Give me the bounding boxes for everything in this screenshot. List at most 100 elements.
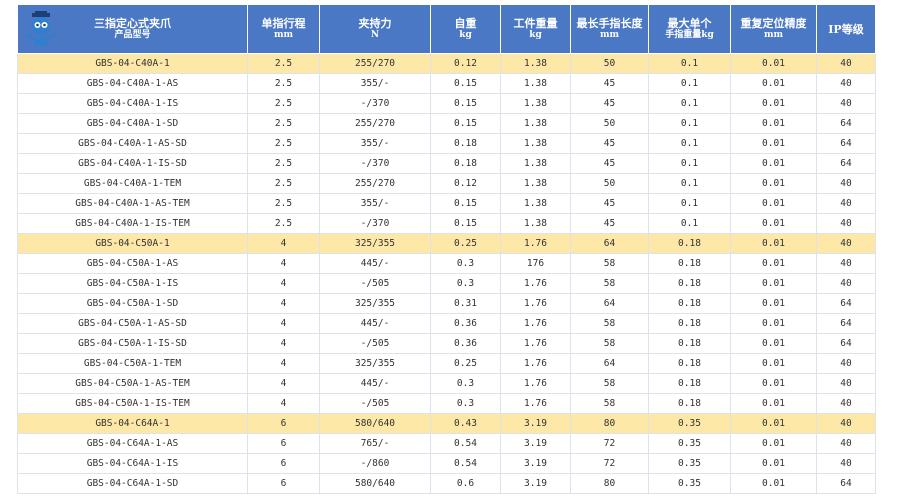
- col-workpiece-weight-header: 工件重量 kg: [500, 4, 571, 54]
- col-finger-weight-cell: 0.1: [648, 133, 731, 154]
- header-unit: kg: [459, 30, 472, 40]
- col-repeatability-cell: 0.01: [730, 213, 817, 234]
- col-finger-weight-cell: 0.35: [648, 413, 731, 434]
- col-self-weight-cell: 0.15: [430, 193, 501, 214]
- col-workpiece-weight-cell: 1.76: [500, 293, 571, 314]
- col-model-cell: GBS-04-C50A-1-AS: [17, 253, 248, 274]
- col-grip-force-cell: 325/355: [319, 293, 431, 314]
- col-stroke-cell: 4: [247, 253, 320, 274]
- col-finger-length-cell: 58: [570, 253, 649, 274]
- header-unit: 手指重量kg: [665, 30, 714, 40]
- col-finger-weight-cell: 0.18: [648, 333, 731, 354]
- col-self-weight-cell: 0.15: [430, 113, 501, 134]
- col-ip-rating-cell: 40: [816, 173, 876, 194]
- header-title: 自重: [454, 17, 477, 30]
- col-repeatability-cell: 0.01: [730, 273, 817, 294]
- col-grip-force-cell: -/505: [319, 273, 431, 294]
- col-grip-force-cell: 325/355: [319, 353, 431, 374]
- robot-mascot-icon: [26, 11, 56, 45]
- col-grip-force-cell: -/860: [319, 453, 431, 474]
- col-finger-weight-cell: 0.1: [648, 213, 731, 234]
- col-finger-length-cell: 80: [570, 413, 649, 434]
- col-stroke-cell: 4: [247, 393, 320, 414]
- col-workpiece-weight-cell: 3.19: [500, 413, 571, 434]
- header-unit: mm: [763, 30, 784, 40]
- col-self-weight-cell: 0.36: [430, 333, 501, 354]
- col-grip-force-cell: 580/640: [319, 413, 431, 434]
- col-finger-weight-cell: 0.1: [648, 153, 731, 174]
- col-model-cell: GBS-04-C40A-1-AS-TEM: [17, 193, 248, 214]
- col-stroke-cell: 4: [247, 353, 320, 374]
- col-self-weight-cell: 0.25: [430, 233, 501, 254]
- col-ip-rating-cell: 40: [816, 253, 876, 274]
- col-finger-weight-cell: 0.18: [648, 373, 731, 394]
- col-self-weight-cell: 0.25: [430, 353, 501, 374]
- col-finger-length-cell: 50: [570, 173, 649, 194]
- col-model-cell: GBS-04-C50A-1-IS-TEM: [17, 393, 248, 414]
- table-row: GBS-04-C50A-1-IS 4 -/505 0.3 1.76 58 0.18 0.01 4…: [17, 273, 876, 294]
- col-stroke-cell: 4: [247, 293, 320, 314]
- table-row: GBS-04-C50A-1-IS-SD 4 -/505 0.36 1.76 58 0.18 0…: [17, 333, 876, 354]
- col-finger-weight-cell: 0.1: [648, 113, 731, 134]
- table-row: GBS-04-C50A-1-TEM 4 325/355 0.25 1.76 64 0.18 0…: [17, 353, 876, 374]
- col-workpiece-weight-cell: 1.38: [500, 193, 571, 214]
- col-ip-rating-cell: 40: [816, 213, 876, 234]
- col-model-cell: GBS-04-C40A-1-TEM: [17, 173, 248, 194]
- col-finger-weight-cell: 0.35: [648, 453, 731, 474]
- col-self-weight-cell: 0.15: [430, 73, 501, 94]
- col-stroke-cell: 2.5: [247, 53, 320, 74]
- col-grip-force-cell: -/505: [319, 333, 431, 354]
- col-model-cell: GBS-04-C40A-1-IS-TEM: [17, 213, 248, 234]
- col-grip-force-cell: 765/-: [319, 433, 431, 454]
- col-repeatability-cell: 0.01: [730, 313, 817, 334]
- col-model-cell: GBS-04-C64A-1-IS: [17, 453, 248, 474]
- col-self-weight-cell: 0.3: [430, 273, 501, 294]
- col-self-weight-cell: 0.3: [430, 373, 501, 394]
- col-model-cell: GBS-04-C50A-1-IS: [17, 273, 248, 294]
- table-row: GBS-04-C40A-1-TEM 2.5 255/270 0.12 1.38 50 0.1…: [17, 173, 876, 194]
- col-finger-length-cell: 45: [570, 193, 649, 214]
- col-self-weight-cell: 0.3: [430, 253, 501, 274]
- col-finger-length-cell: 72: [570, 453, 649, 474]
- header-title: 最大单个: [667, 17, 712, 30]
- col-repeatability-cell: 0.01: [730, 453, 817, 474]
- table-row: GBS-04-C40A-1-IS 2.5 -/370 0.15 1.38 45 0.1 0.0…: [17, 93, 876, 114]
- table-row: GBS-04-C50A-1-AS 4 445/- 0.3 176 58 0.18 0.01 40: [17, 253, 876, 274]
- col-finger-length-cell: 72: [570, 433, 649, 454]
- col-repeatability-cell: 0.01: [730, 433, 817, 454]
- col-self-weight-cell: 0.43: [430, 413, 501, 434]
- col-ip-rating-cell: 40: [816, 193, 876, 214]
- col-finger-weight-cell: 0.18: [648, 353, 731, 374]
- table-row: GBS-04-C40A-1 2.5 255/270 0.12 1.38 50 0.1 0.01…: [17, 53, 876, 74]
- col-grip-force-header: 夹持力 N: [319, 4, 431, 54]
- table-row: GBS-04-C64A-1-SD 6 580/640 0.6 3.19 80 0.35 0.0…: [17, 473, 876, 494]
- col-stroke-cell: 2.5: [247, 173, 320, 194]
- col-model-header: 三指定心式夹爪 产品型号: [17, 4, 248, 54]
- col-finger-length-cell: 45: [570, 153, 649, 174]
- col-model-cell: GBS-04-C50A-1-TEM: [17, 353, 248, 374]
- col-stroke-cell: 2.5: [247, 153, 320, 174]
- col-workpiece-weight-cell: 1.76: [500, 333, 571, 354]
- col-model-cell: GBS-04-C50A-1-AS-TEM: [17, 373, 248, 394]
- col-self-weight-cell: 0.15: [430, 93, 501, 114]
- col-model-cell: GBS-04-C40A-1-IS: [17, 93, 248, 114]
- col-repeatability-cell: 0.01: [730, 173, 817, 194]
- col-repeatability-cell: 0.01: [730, 253, 817, 274]
- col-finger-length-cell: 50: [570, 113, 649, 134]
- col-workpiece-weight-cell: 176: [500, 253, 571, 274]
- col-grip-force-cell: 355/-: [319, 193, 431, 214]
- col-grip-force-cell: 445/-: [319, 373, 431, 394]
- col-grip-force-cell: 255/270: [319, 173, 431, 194]
- col-model-cell: GBS-04-C50A-1-AS-SD: [17, 313, 248, 334]
- header-title: 夹持力: [358, 17, 392, 30]
- col-repeatability-cell: 0.01: [730, 153, 817, 174]
- col-finger-length-cell: 58: [570, 373, 649, 394]
- col-finger-weight-cell: 0.1: [648, 173, 731, 194]
- col-ip-rating-cell: 40: [816, 73, 876, 94]
- col-finger-length-cell: 58: [570, 393, 649, 414]
- col-workpiece-weight-cell: 3.19: [500, 433, 571, 454]
- col-ip-rating-cell: 64: [816, 313, 876, 334]
- col-model-cell: GBS-04-C40A-1-AS: [17, 73, 248, 94]
- col-ip-rating-cell: 64: [816, 153, 876, 174]
- table-row: GBS-04-C64A-1-AS 6 765/- 0.54 3.19 72 0.35 0.01…: [17, 433, 876, 454]
